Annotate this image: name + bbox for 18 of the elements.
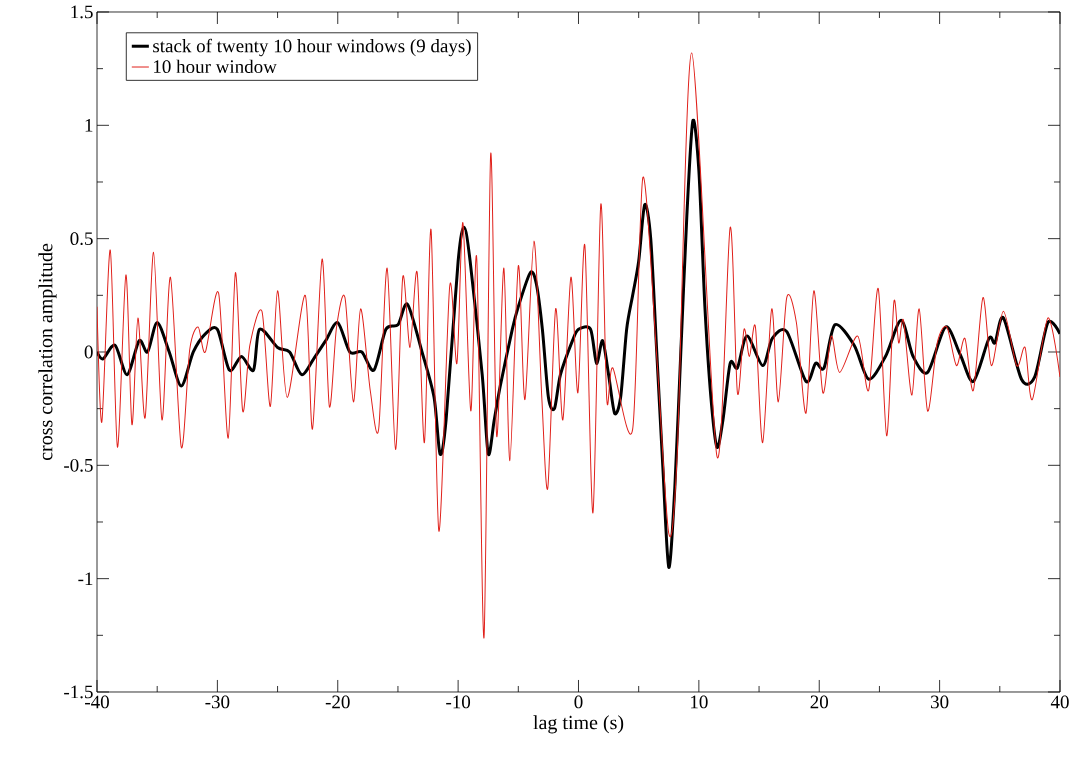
y-tick-label: 1.5 xyxy=(71,5,93,19)
y-tick-label: -1 xyxy=(78,572,93,585)
y-tick-label: 0.5 xyxy=(70,232,93,246)
x-tick-label: 30 xyxy=(931,695,949,709)
x-tick-label: 0 xyxy=(574,695,583,709)
y-tick-label: 0 xyxy=(84,345,93,359)
x-tick-label: 40 xyxy=(1050,695,1069,709)
x-tick-label: 10 xyxy=(691,695,708,709)
x-tick-label: 20 xyxy=(810,695,829,709)
x-tick-label: -10 xyxy=(446,695,471,709)
y-axis-title: cross correlation amplitude xyxy=(38,243,57,461)
x-axis-title: lag time (s) xyxy=(533,715,624,734)
y-tick-label: -0.5 xyxy=(64,458,93,472)
x-tick-label: -20 xyxy=(325,695,350,709)
y-tick-label: 1 xyxy=(85,119,93,132)
x-tick-label: -30 xyxy=(205,695,230,709)
legend-label: 10 hour window xyxy=(154,59,277,74)
legend-label: stack of twenty 10 hour windows (9 days) xyxy=(153,38,471,57)
